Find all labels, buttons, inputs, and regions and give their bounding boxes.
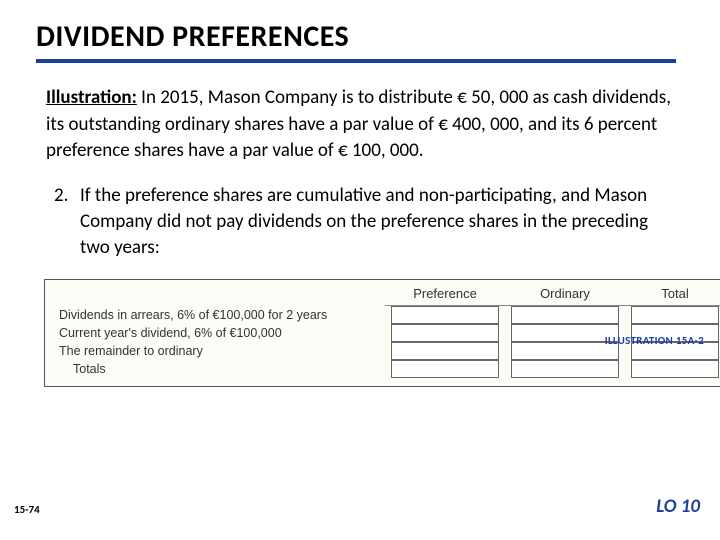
table-cell (511, 306, 619, 324)
numbered-item-number: 2. (54, 183, 80, 262)
table-cell (391, 324, 499, 342)
table-cell (511, 360, 619, 378)
table-header-preference: Preference (385, 286, 505, 306)
learning-objective: LO 10 (656, 495, 700, 518)
table-header-total: Total (625, 286, 720, 306)
table-cell (511, 342, 619, 360)
numbered-item: 2. If the preference shares are cumulati… (36, 183, 684, 262)
table-row-label: Dividends in arrears, 6% of €100,000 for… (55, 306, 385, 324)
table-cell (391, 306, 499, 324)
table-cell (631, 360, 719, 378)
illustration-citation: ILLUSTRATION 15A-2 (605, 334, 704, 347)
table-cell (391, 342, 499, 360)
table-header-empty (55, 286, 385, 306)
illustration-lead: Illustration: (46, 86, 137, 109)
title-underline (36, 59, 676, 63)
slide-title: DIVIDEND PREFERENCES (36, 18, 684, 55)
table-cell (391, 360, 499, 378)
illustration-paragraph: Illustration: In 2015, Mason Company is … (36, 85, 684, 165)
table-cell (511, 324, 619, 342)
numbered-item-text: If the preference shares are cumulative … (80, 183, 670, 262)
table-cell (631, 306, 719, 324)
slide-number: 15-74 (14, 503, 40, 516)
table-header-ordinary: Ordinary (505, 286, 625, 306)
illustration-body: In 2015, Mason Company is to distribute … (46, 86, 671, 162)
table-row-label: The remainder to ordinary (55, 342, 385, 360)
table-row-label-totals: Totals (55, 360, 385, 378)
table-row-label: Current year's dividend, 6% of €100,000 (55, 324, 385, 342)
